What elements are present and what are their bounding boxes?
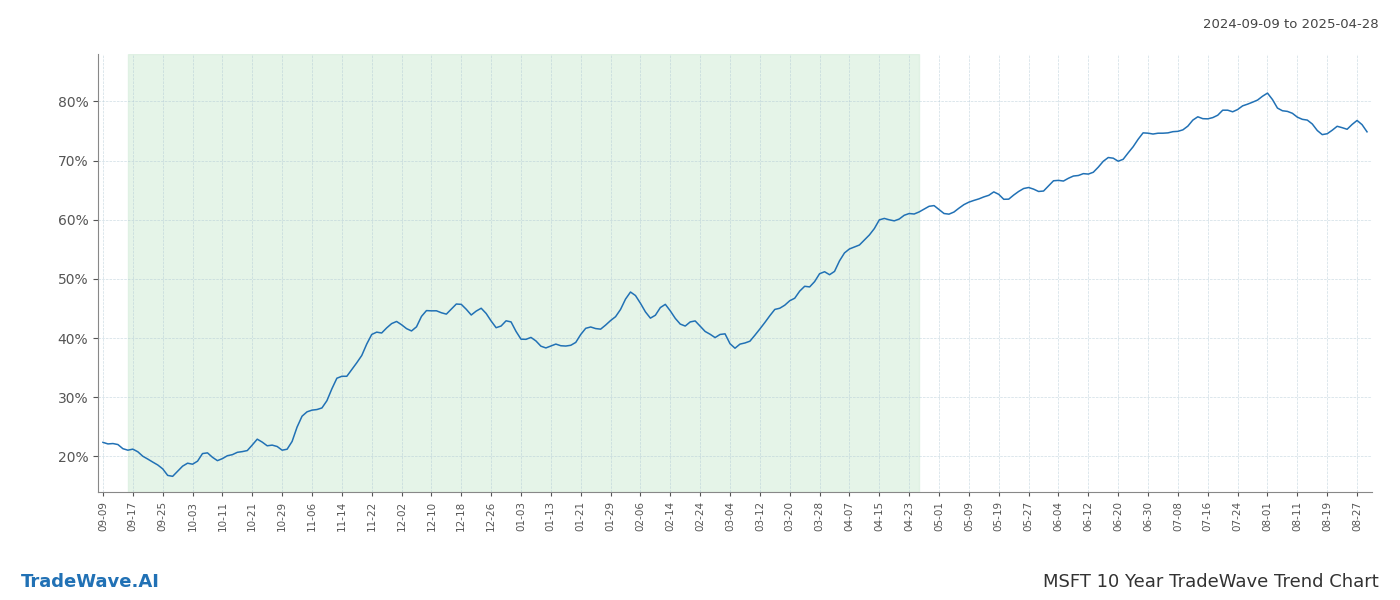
Bar (127, 54, 920, 492)
Text: MSFT 10 Year TradeWave Trend Chart: MSFT 10 Year TradeWave Trend Chart (1043, 573, 1379, 591)
Text: TradeWave.AI: TradeWave.AI (21, 573, 160, 591)
Text: 2024-09-09 to 2025-04-28: 2024-09-09 to 2025-04-28 (1204, 18, 1379, 31)
